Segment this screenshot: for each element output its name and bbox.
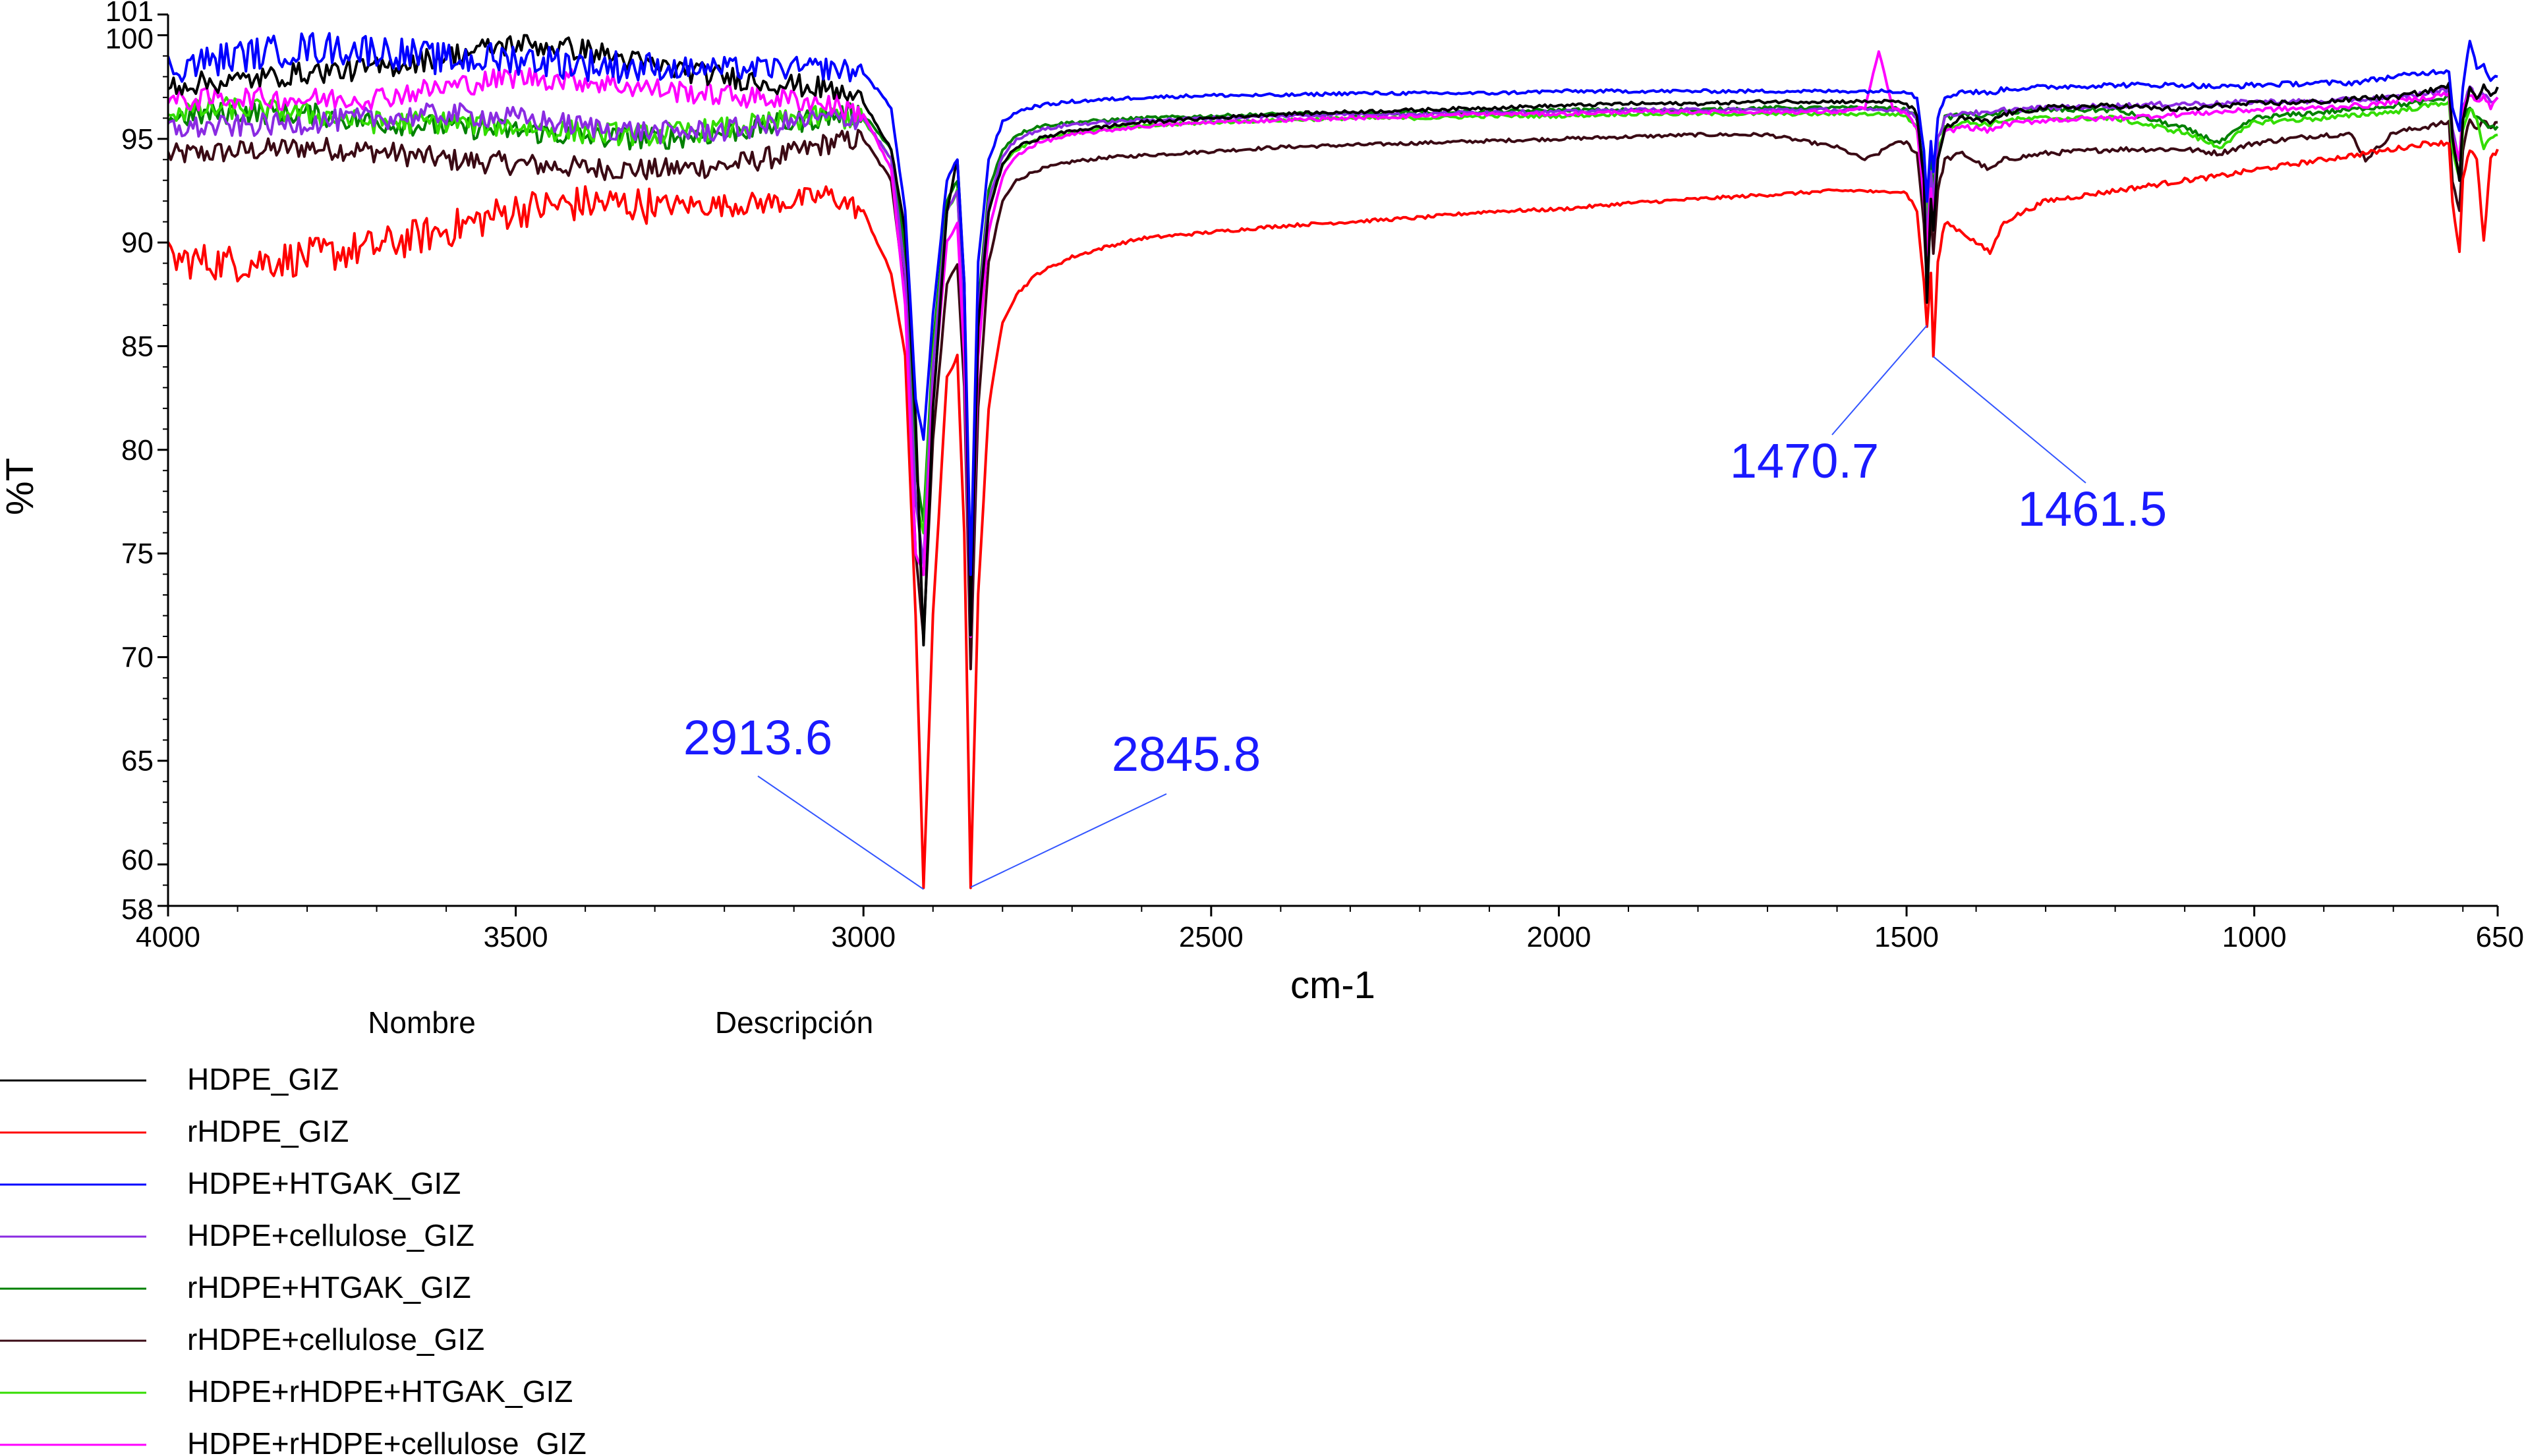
x-axis-title: cm-1 xyxy=(1290,964,1375,1007)
y-tick-label: 85 xyxy=(121,330,154,362)
series-line-rHDPE+cellulose_GIZ xyxy=(168,118,2498,671)
series-line-rHDPE_GIZ xyxy=(168,140,2499,889)
annotation-leader-line xyxy=(1933,356,2086,484)
axes-layer: 4000 3500 3000 2500 2000 1500 1000 650 58 60 65 70… xyxy=(0,0,2524,1007)
legend-label: HDPE_GIZ xyxy=(187,1062,339,1096)
x-tick-label: 2500 xyxy=(1179,921,1244,953)
x-tick-label: 3000 xyxy=(831,921,896,953)
y-tick-label: 80 xyxy=(121,434,154,466)
annotation-label: 1470.7 xyxy=(1730,434,1879,488)
annotation-label: 2913.6 xyxy=(683,710,832,765)
annotation-label: 2845.8 xyxy=(1112,727,1261,781)
y-tick-label: 65 xyxy=(121,745,154,777)
legend-header-name: Nombre xyxy=(368,1005,476,1040)
annotation-leader-line xyxy=(970,793,1167,888)
x-axis-ticks: 4000 3500 3000 2500 2000 1500 1000 650 xyxy=(136,906,2524,953)
legend-label: rHDPE+cellulose_GIZ xyxy=(187,1322,484,1357)
x-tick-label: 4000 xyxy=(136,921,200,953)
y-tick-label: 75 xyxy=(121,538,154,570)
y-tick-label: 70 xyxy=(121,641,154,673)
legend-label: HDPE+HTGAK_GIZ xyxy=(187,1166,461,1200)
legend-header-description: Descripción xyxy=(715,1005,873,1040)
x-tick-label: 2000 xyxy=(1527,921,1592,953)
legend-label: rHDPE_GIZ xyxy=(187,1114,349,1148)
y-tick-label: 60 xyxy=(121,844,154,876)
series-line-HDPE_GIZ xyxy=(168,34,2499,647)
series-line-HDPE+HTGAK_GIZ xyxy=(168,32,2498,576)
x-tick-label: 1500 xyxy=(1874,921,1939,953)
legend: Nombre Descripción HDPE_GIZrHDPE_GIZHDPE… xyxy=(0,1005,873,1456)
series-line-HDPE+rHDPE+cellulose_GIZ xyxy=(168,50,2499,638)
legend-entries: HDPE_GIZ rHDPE_GIZ HDPE+HTGAK_GIZ HDPE+cell… xyxy=(0,1062,587,1456)
y-tick-label: 100 xyxy=(105,22,154,55)
legend-label: HDPE+cellulose_GIZ xyxy=(187,1218,474,1252)
annotation-leader-line xyxy=(1831,325,1928,435)
series-line-HDPE+rHDPE+HTGAK_GIZ xyxy=(168,96,2498,619)
y-tick-label: 58 xyxy=(121,893,154,926)
legend-label: HDPE+rHDPE+HTGAK_GIZ xyxy=(187,1374,573,1409)
x-tick-label: 650 xyxy=(2476,921,2524,953)
y-tick-label: 90 xyxy=(121,227,154,259)
x-tick-label: 3500 xyxy=(484,921,548,953)
annotation-layer: 2913.6 2845.8 1470.7 1461.5 xyxy=(683,325,2167,890)
y-tick-label: 95 xyxy=(121,123,154,155)
y-tick-label: 101 xyxy=(105,0,154,28)
legend-label: rHDPE+HTGAK_GIZ xyxy=(187,1270,471,1304)
y-axis-title: %T xyxy=(0,458,42,515)
series-layer xyxy=(168,32,2499,889)
x-tick-label: 1000 xyxy=(2222,921,2287,953)
annotation-leader-line xyxy=(757,775,924,890)
annotation-label: 1461.5 xyxy=(2018,482,2167,536)
legend-label: HDPE+rHDPE+cellulose_GIZ xyxy=(187,1426,587,1456)
